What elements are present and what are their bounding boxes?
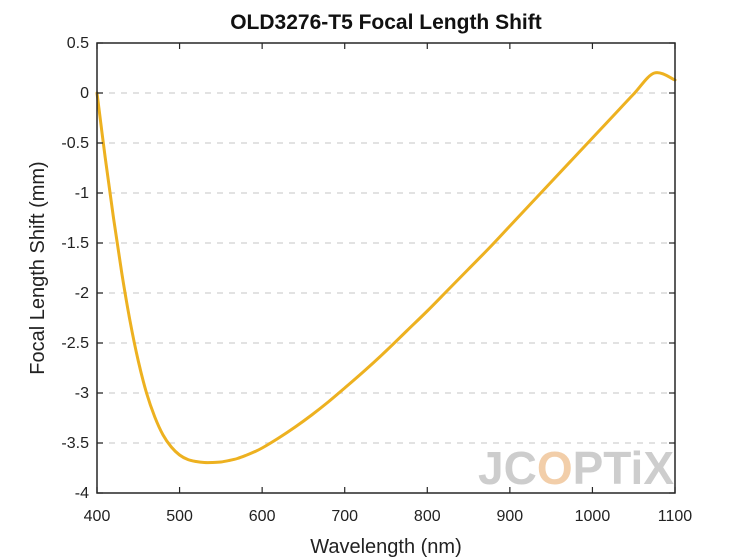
y-tick-label: 0 — [80, 85, 89, 102]
y-tick-label: 0.5 — [67, 35, 89, 52]
series-line — [95, 71, 677, 465]
svg-text:JCOPTiX: JCOPTiX — [478, 442, 674, 494]
y-tick-label: -1.5 — [61, 235, 89, 252]
x-tick-label: 1100 — [658, 508, 693, 525]
x-tick-label: 700 — [331, 508, 358, 525]
x-axis-label: Wavelength (nm) — [310, 536, 462, 558]
chart-title: OLD3276-T5 Focal Length Shift — [230, 11, 542, 34]
watermark-text-3: PTiX — [573, 442, 675, 494]
y-axis-label: Focal Length Shift (mm) — [27, 161, 49, 374]
y-tick-label: -3 — [75, 385, 89, 402]
y-tick-label: -1 — [75, 185, 89, 202]
x-tick-label: 600 — [249, 508, 276, 525]
x-tick-label: 800 — [414, 508, 441, 525]
plot-area-border — [96, 42, 676, 494]
y-tick-labels: 0.5 0 -0.5 -1 -1.5 -2 -2.5 -3 -3.5 -4 — [61, 35, 89, 502]
grid-lines — [97, 92, 675, 444]
y-tick-label: -2.5 — [61, 335, 89, 352]
x-tick-label: 500 — [166, 508, 193, 525]
y-tick-label: -3.5 — [61, 435, 89, 452]
x-tick-label: 1000 — [575, 508, 611, 525]
tick-marks — [96, 42, 676, 494]
watermark-text-2: O — [537, 442, 573, 494]
watermark-text-1: JC — [478, 442, 537, 494]
series-layer — [95, 71, 677, 465]
y-tick-label: -2 — [75, 285, 89, 302]
x-tick-labels: 400 500 600 700 800 900 1000 1100 — [84, 508, 693, 525]
y-tick-label: -4 — [75, 485, 89, 502]
x-tick-label: 900 — [497, 508, 524, 525]
y-tick-label: -0.5 — [61, 135, 89, 152]
x-tick-label: 400 — [84, 508, 111, 525]
watermark-logo: JCOPTiX — [478, 442, 674, 494]
